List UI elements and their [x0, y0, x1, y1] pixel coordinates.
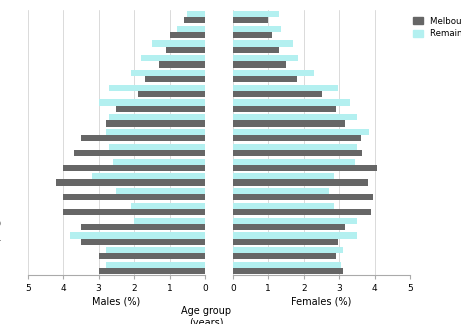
Bar — [81, 238, 205, 245]
Bar — [170, 32, 205, 38]
Bar — [63, 209, 205, 215]
Bar — [233, 173, 334, 179]
Bar — [233, 135, 361, 141]
Bar — [109, 85, 205, 91]
X-axis label: Males (%): Males (%) — [92, 296, 141, 306]
Bar — [233, 209, 371, 215]
Bar — [74, 150, 205, 156]
Bar — [233, 203, 334, 209]
Bar — [81, 135, 205, 141]
Bar — [233, 114, 357, 121]
Bar — [177, 26, 205, 32]
Bar — [106, 247, 205, 253]
Bar — [116, 106, 205, 112]
Bar — [233, 70, 314, 76]
Bar — [233, 217, 357, 224]
Bar — [63, 165, 205, 171]
Bar — [233, 85, 337, 91]
Bar — [116, 188, 205, 194]
Bar — [63, 194, 205, 201]
Legend: Melbourne SD, Remainder of State: Melbourne SD, Remainder of State — [410, 14, 461, 40]
Bar — [141, 55, 205, 61]
X-axis label: Females (%): Females (%) — [291, 296, 352, 306]
Bar — [233, 55, 298, 61]
Bar — [106, 121, 205, 127]
Bar — [233, 238, 337, 245]
Bar — [233, 17, 268, 23]
Text: Age group
(years): Age group (years) — [181, 306, 231, 324]
Bar — [233, 76, 297, 82]
Bar — [233, 165, 377, 171]
Bar — [99, 268, 205, 274]
Bar — [106, 262, 205, 268]
Bar — [152, 40, 205, 47]
Bar — [56, 179, 205, 186]
Bar — [130, 70, 205, 76]
Bar — [70, 232, 205, 238]
Bar — [233, 32, 272, 38]
Bar — [233, 121, 345, 127]
Bar — [113, 158, 205, 165]
Bar — [233, 247, 343, 253]
Bar — [233, 11, 279, 17]
Bar — [233, 99, 350, 106]
Bar — [134, 217, 205, 224]
Bar — [233, 129, 369, 135]
Bar — [233, 158, 355, 165]
Bar — [233, 188, 329, 194]
Bar — [233, 91, 322, 97]
Bar — [187, 11, 205, 17]
Bar — [138, 91, 205, 97]
Bar — [233, 194, 373, 201]
Bar — [159, 61, 205, 68]
Bar — [233, 26, 281, 32]
Bar — [99, 253, 205, 260]
Bar — [81, 224, 205, 230]
Bar — [233, 61, 286, 68]
Bar — [92, 173, 205, 179]
Bar — [233, 40, 293, 47]
Bar — [109, 114, 205, 121]
Bar — [130, 203, 205, 209]
Bar — [233, 150, 362, 156]
Bar — [109, 144, 205, 150]
Bar — [233, 179, 368, 186]
Bar — [233, 144, 357, 150]
Bar — [184, 17, 205, 23]
Bar — [99, 99, 205, 106]
Bar — [166, 47, 205, 53]
Bar — [233, 253, 336, 260]
Bar — [233, 268, 343, 274]
Bar — [233, 47, 279, 53]
Bar — [233, 106, 336, 112]
Bar — [145, 76, 205, 82]
Bar — [106, 129, 205, 135]
Bar — [233, 224, 345, 230]
Bar — [233, 232, 357, 238]
Bar — [233, 262, 341, 268]
